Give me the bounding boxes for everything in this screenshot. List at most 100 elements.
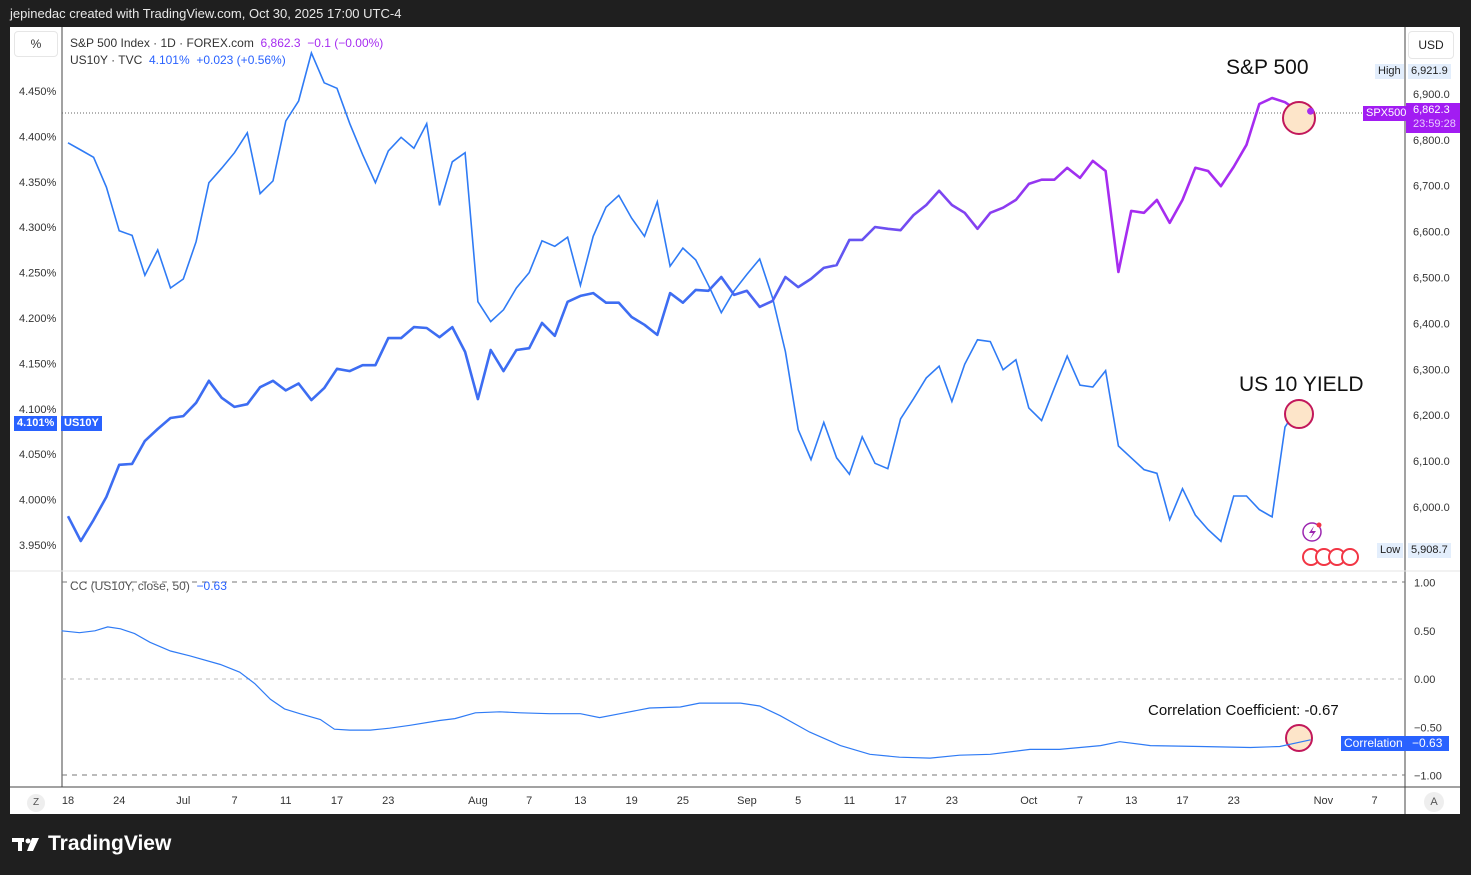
time-axis-tick: 19 — [626, 795, 638, 807]
time-axis-tick: 7 — [1372, 795, 1378, 807]
brand-name: TradingView — [48, 832, 172, 855]
corr-highlight-circle[interactable] — [1285, 724, 1313, 752]
time-axis-tick: 13 — [1125, 795, 1137, 807]
time-axis-tick: 7 — [526, 795, 532, 807]
currency-button[interactable]: USD — [1408, 31, 1454, 59]
legend-spx[interactable]: S&P 500 Index · 1D · FOREX.com 6,862.3 −… — [70, 35, 383, 52]
tradingview-logo[interactable]: TradingView — [12, 832, 171, 856]
us10y-annotation[interactable]: US 10 YIELD — [1239, 373, 1364, 396]
left-axis-tick: 4.050% — [19, 449, 57, 461]
zoom-button[interactable]: Z — [27, 794, 45, 812]
events-icons[interactable] — [1302, 522, 1359, 566]
time-axis-tick: 7 — [231, 795, 237, 807]
us10y-tag-value: 4.101% — [14, 416, 58, 431]
left-axis-tick: 4.400% — [19, 131, 57, 143]
left-axis-tick: 3.950% — [19, 540, 57, 552]
corr-tag-value: −0.63 — [1406, 736, 1449, 751]
right-axis-tick: 6,600.0 — [1413, 227, 1450, 239]
time-axis-tick: 5 — [795, 795, 801, 807]
time-axis-tick: 17 — [331, 795, 343, 807]
chart-credit: jepinedac created with TradingView.com, … — [10, 6, 402, 21]
percent-scale-button[interactable]: % — [14, 31, 58, 57]
spx-price: 6,862.3 — [260, 36, 301, 50]
time-axis-tick: Sep — [737, 795, 757, 807]
low-label: Low — [1377, 543, 1404, 558]
right-axis-tick: 6,100.0 — [1413, 456, 1450, 468]
time-axis-tick: 18 — [62, 795, 74, 807]
us10y-line[interactable] — [67, 50, 1299, 543]
spx500-line[interactable] — [66, 96, 1311, 543]
tv-logo-icon — [12, 838, 39, 851]
left-axis-tick: 4.300% — [19, 222, 57, 234]
cc-title: CC (US10Y, close, 50) — [70, 579, 190, 593]
spx-highlight-circle[interactable] — [1282, 101, 1316, 135]
left-axis-tick: 4.350% — [19, 177, 57, 189]
time-axis-tick: Aug — [468, 795, 488, 807]
time-axis-tick: 17 — [895, 795, 907, 807]
high-value: 6,921.9 — [1408, 64, 1451, 79]
cc-value: −0.63 — [196, 579, 227, 593]
right-axis-tick: 6,900.0 — [1413, 89, 1450, 101]
right-axis-tick: 6,200.0 — [1413, 410, 1450, 422]
left-axis-tick: 4.450% — [19, 86, 57, 98]
right-axis-tick: 6,700.0 — [1413, 181, 1450, 193]
corr-annotation[interactable]: Correlation Coefficient: -0.67 — [1148, 702, 1339, 719]
left-axis-tick: 4.200% — [19, 313, 57, 325]
time-axis-tick: Jul — [176, 795, 190, 807]
us10y-highlight-circle[interactable] — [1284, 399, 1314, 429]
spx-annotation[interactable]: S&P 500 — [1226, 56, 1309, 79]
correlation-line[interactable] — [61, 626, 1311, 759]
legend-cc[interactable]: CC (US10Y, close, 50) −0.63 — [70, 579, 227, 593]
notification-dot — [1316, 522, 1322, 528]
auto-scale-button[interactable]: A — [1424, 792, 1444, 812]
cc-axis-tick: 0.50 — [1414, 626, 1435, 638]
spx-price-tag: 6,862.3 23:59:28 — [1406, 103, 1460, 133]
spx-title: S&P 500 Index · 1D · FOREX.com — [70, 36, 254, 50]
right-axis-tick: 6,300.0 — [1413, 364, 1450, 376]
annotations — [1282, 101, 1316, 752]
left-axis-tick: 4.250% — [19, 268, 57, 280]
time-axis-tick: 25 — [677, 795, 689, 807]
us10y-change: +0.023 (+0.56%) — [196, 53, 286, 67]
us10y-price: 4.101% — [148, 53, 190, 67]
time-axis-tick: Nov — [1314, 795, 1334, 807]
time-axis-tick: 17 — [1176, 795, 1188, 807]
time-axis-tick: Oct — [1020, 795, 1037, 807]
time-axis-tick: 23 — [382, 795, 394, 807]
spx-last-point — [1307, 107, 1315, 115]
chart-frame — [10, 27, 1460, 814]
time-axis-tick: 11 — [280, 795, 291, 807]
us-flag-icon[interactable] — [1341, 548, 1359, 566]
axis-borders — [10, 27, 1460, 814]
right-axis-tick: 6,400.0 — [1413, 318, 1450, 330]
lightning-glyph — [1309, 526, 1316, 539]
cc-axis-tick: −1.00 — [1414, 771, 1442, 783]
low-value: 5,908.7 — [1408, 543, 1451, 558]
spx-change: −0.1 (−0.00%) — [307, 36, 384, 50]
left-axis-tick: 4.100% — [19, 404, 57, 416]
left-axis-tick: 4.150% — [19, 358, 57, 370]
corr-tag-label: Correlation — [1341, 736, 1406, 751]
right-axis-tick: 6,800.0 — [1413, 135, 1450, 147]
us10y-tag-label: US10Y — [61, 416, 102, 431]
time-axis-tick: 23 — [1228, 795, 1240, 807]
time-axis-tick: 24 — [113, 795, 125, 807]
lightning-icon[interactable] — [1302, 522, 1322, 542]
left-axis-tick: 4.000% — [19, 495, 57, 507]
cc-axis-tick: 0.00 — [1414, 674, 1435, 686]
spx-countdown: 23:59:28 — [1413, 118, 1456, 130]
cc-axis-tick: −0.50 — [1414, 722, 1442, 734]
legend-us10y[interactable]: US10Y · TVC 4.101% +0.023 (+0.56%) — [70, 52, 383, 69]
time-axis-tick: 11 — [844, 795, 855, 807]
right-axis-tick: 6,500.0 — [1413, 273, 1450, 285]
legend: S&P 500 Index · 1D · FOREX.com 6,862.3 −… — [70, 35, 383, 69]
time-axis-tick: 13 — [574, 795, 586, 807]
high-label: High — [1375, 64, 1404, 79]
cc-axis-tick: 1.00 — [1414, 578, 1435, 590]
right-axis-tick: 6,000.0 — [1413, 502, 1450, 514]
us10y-title: US10Y · TVC — [70, 53, 143, 67]
time-axis-tick: 7 — [1077, 795, 1083, 807]
spx-tag-label: SPX500 — [1363, 106, 1410, 121]
spx-tag-value: 6,862.3 — [1413, 104, 1450, 116]
